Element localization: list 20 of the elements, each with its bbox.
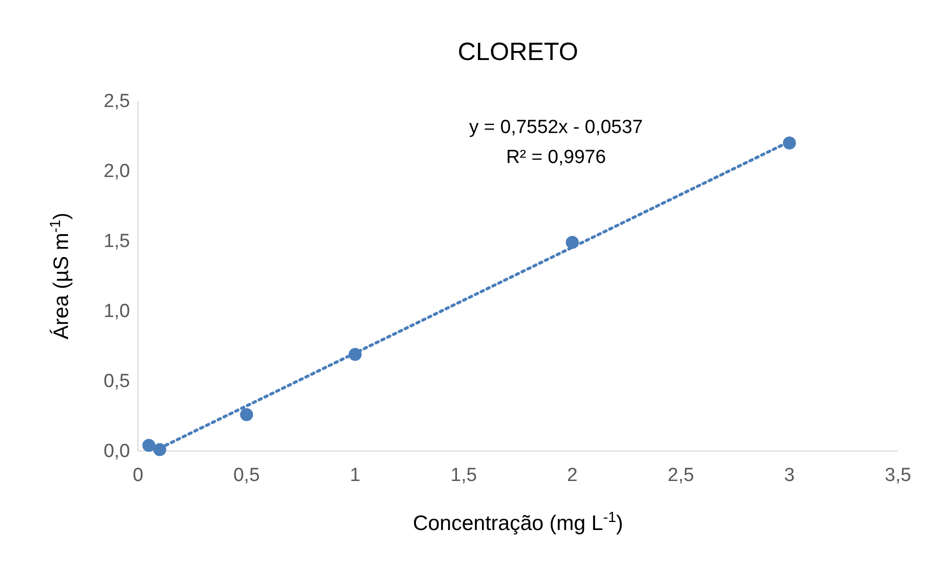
y-tick-label: 2,0: [104, 161, 130, 182]
annotation: y = 0,7552x - 0,0537: [469, 117, 643, 138]
point: [240, 408, 254, 422]
x-tick-label: 2: [566, 465, 578, 486]
x-tick-label: 1: [350, 465, 360, 486]
annotation: R² = 0,9976: [506, 147, 606, 168]
x-tick-label: 3: [784, 465, 795, 486]
chart-title: CLORETO: [458, 38, 578, 66]
x-tick-label: 0,5: [233, 465, 260, 486]
x-axis-title: Concentração (mg L$^{-1}$): [412, 510, 624, 535]
y-tick-label: 2,5: [104, 91, 130, 112]
y-tick-label: 0,5: [104, 371, 130, 392]
y-tick-label: 1,5: [104, 231, 130, 252]
y-tick-label: 1,0: [104, 301, 130, 322]
x-tick-label: 2,5: [668, 465, 694, 486]
x-tick-label: 1,5: [450, 465, 477, 486]
y-tick-label: 0,0: [104, 441, 130, 462]
point: [142, 438, 156, 452]
x-tick-label: 0: [132, 465, 144, 486]
x-tick-label: 3,5: [884, 465, 912, 486]
